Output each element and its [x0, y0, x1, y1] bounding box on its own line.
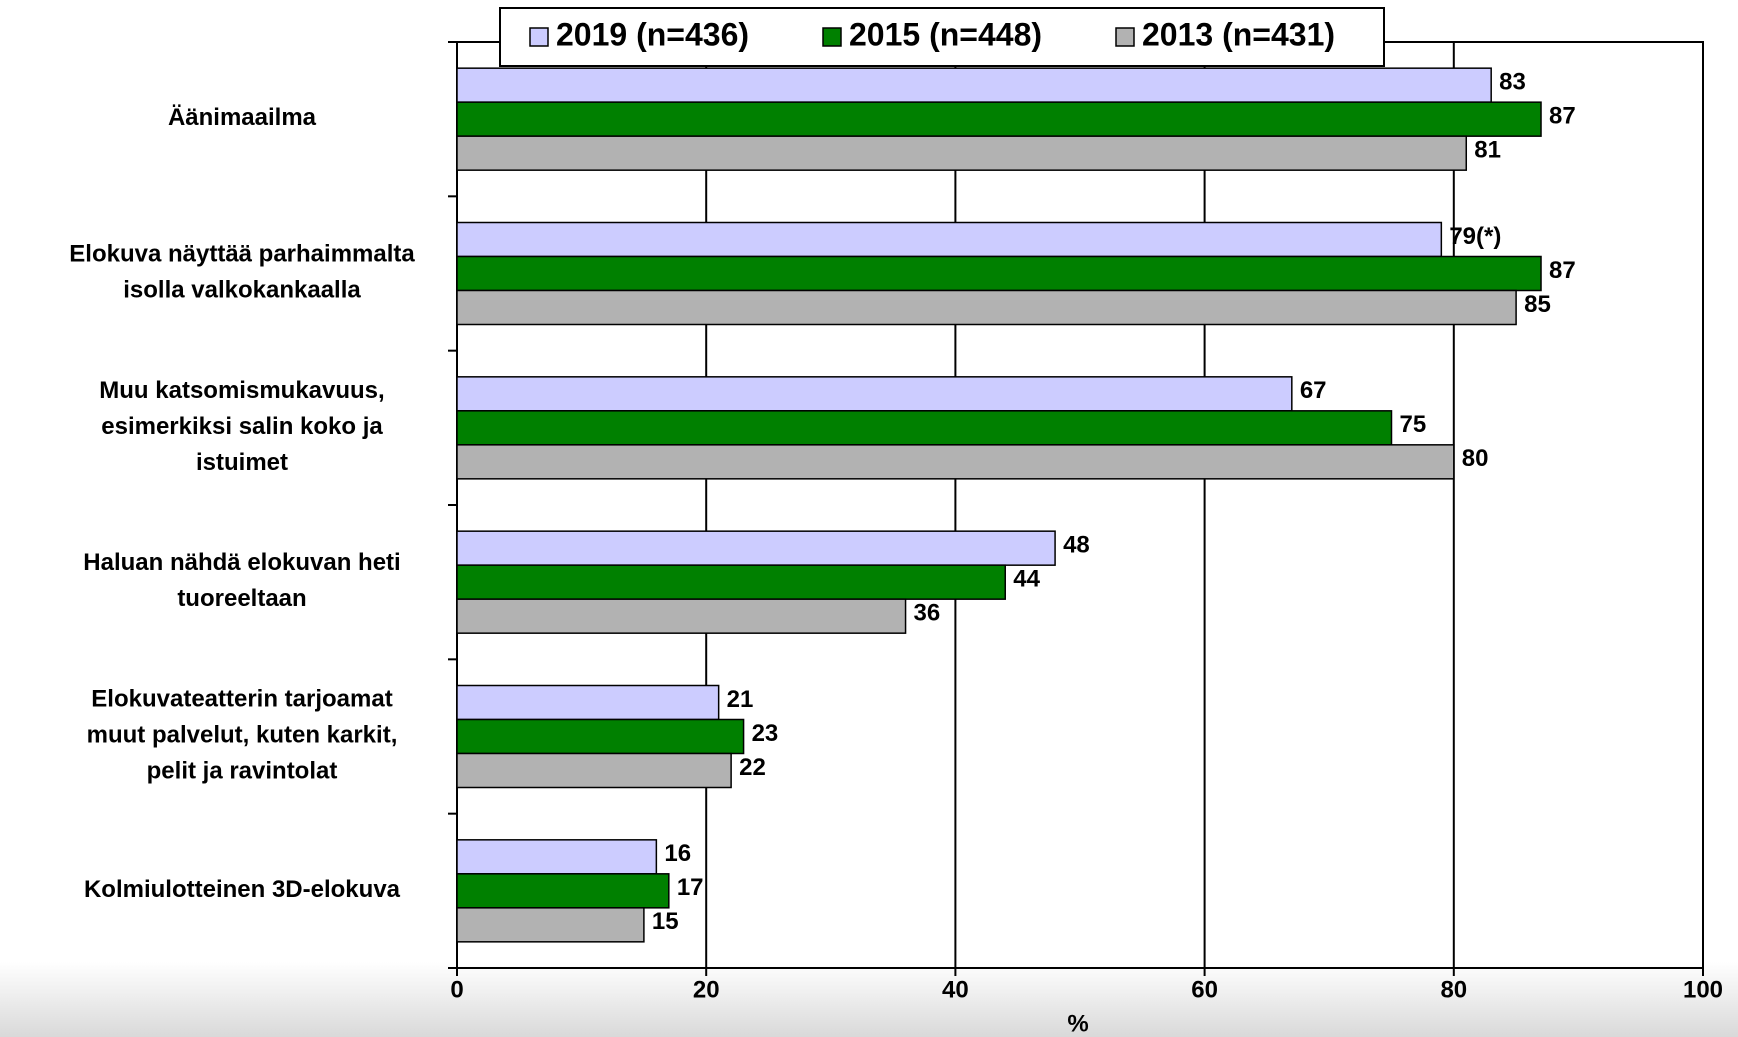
- y-tick-label: Haluan nähdä elokuvan heti tuoreeltaan: [83, 550, 400, 613]
- x-tick-label: 80: [1440, 976, 1467, 1003]
- y-tick-label: Äänimaailma: [168, 105, 317, 132]
- value-label: 23: [752, 720, 779, 747]
- value-label: 79(*): [1449, 223, 1501, 250]
- value-label: 85: [1524, 291, 1551, 318]
- legend-label: 2015 (n=448): [849, 16, 1042, 52]
- x-tick-label: 100: [1683, 976, 1723, 1003]
- value-label: 87: [1549, 257, 1576, 284]
- value-label: 44: [1013, 566, 1040, 593]
- value-label: 48: [1063, 532, 1090, 559]
- bar: [456, 255, 1542, 292]
- value-label: 75: [1400, 411, 1427, 438]
- value-label: 87: [1549, 103, 1576, 130]
- bar: [456, 289, 1517, 326]
- bar: [456, 221, 1443, 258]
- value-label: 22: [739, 754, 766, 781]
- bar: [456, 67, 1492, 103]
- y-tick-label: Muu katsomismukavuus, esimerkiksi salin k…: [99, 377, 384, 476]
- bar: [456, 873, 670, 909]
- bar: [456, 907, 645, 943]
- value-label: 67: [1300, 377, 1327, 404]
- bar: [456, 135, 1468, 171]
- bar: [456, 839, 658, 875]
- value-label: 17: [677, 874, 704, 901]
- value-label: 21: [727, 686, 754, 713]
- bar: [456, 598, 907, 634]
- legend-swatch: [1115, 27, 1135, 47]
- legend-swatch: [529, 27, 549, 47]
- x-axis-title: %: [1067, 1010, 1088, 1037]
- y-tick-label: Kolmiulotteinen 3D-elokuva: [84, 876, 401, 903]
- value-label: 15: [652, 908, 679, 935]
- x-tick-label: 0: [450, 976, 463, 1003]
- y-tick-label: Elokuvateatterin tarjoamat muut palvelut,…: [87, 686, 398, 785]
- value-label: 83: [1499, 69, 1526, 96]
- legend-label: 2019 (n=436): [556, 16, 749, 52]
- footer-band: [0, 962, 1738, 1037]
- legend-label: 2013 (n=431): [1142, 16, 1335, 52]
- plot-area: [456, 41, 1704, 969]
- legend-swatch: [822, 27, 842, 47]
- bar: [456, 564, 1006, 600]
- bar: [456, 718, 745, 755]
- x-tick-label: 20: [693, 976, 720, 1003]
- value-label: 16: [664, 840, 691, 867]
- value-label: 36: [914, 600, 941, 627]
- y-tick-label: Elokuva näyttää parhaimmalta isolla valko…: [69, 241, 415, 304]
- bar: [456, 530, 1056, 566]
- bar: [456, 101, 1542, 137]
- x-tick-label: 60: [1191, 976, 1218, 1003]
- x-tick-label: 40: [942, 976, 969, 1003]
- bar: [456, 684, 720, 721]
- legend: [499, 7, 1385, 67]
- value-label: 80: [1462, 445, 1489, 472]
- value-label: 81: [1474, 137, 1501, 164]
- bar: [456, 376, 1293, 412]
- bar: [456, 444, 1455, 480]
- bar: [456, 752, 732, 789]
- bar: [456, 410, 1393, 446]
